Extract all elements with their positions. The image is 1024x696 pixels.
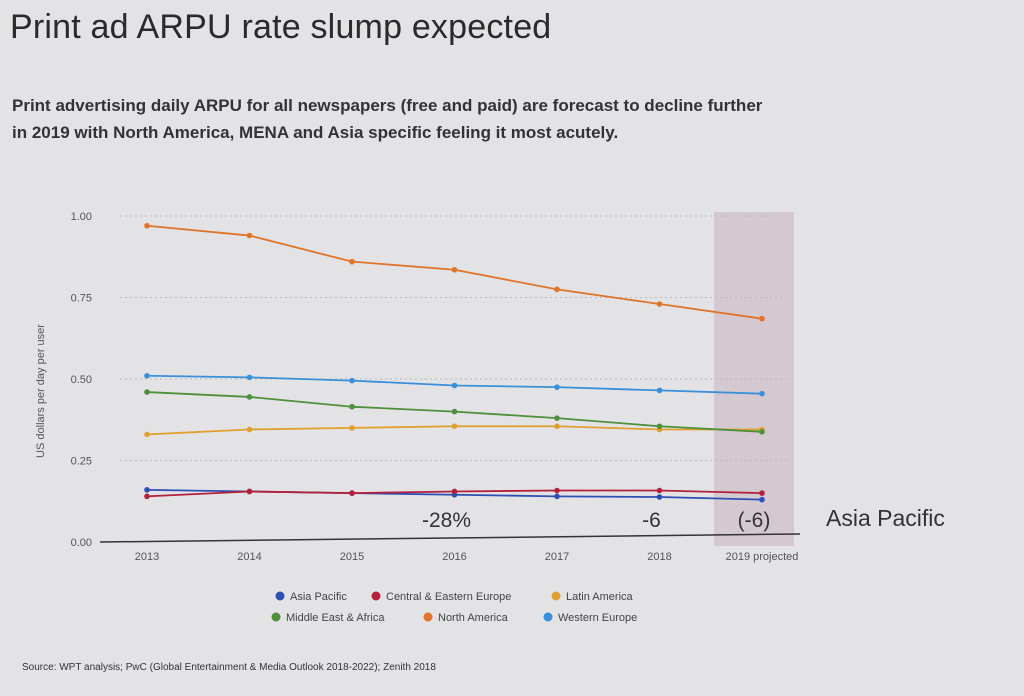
y-tick-label: 0.00 xyxy=(71,537,92,549)
source-note: Source: WPT analysis; PwC (Global Entert… xyxy=(22,662,436,673)
data-point xyxy=(759,390,765,397)
legend-marker xyxy=(371,591,381,601)
x-tick-label: 2019 projected xyxy=(726,551,799,563)
data-point xyxy=(656,423,663,430)
line-chart: 0.00 0.25 0.50 0.75 1.00 2013 2014 2015 2016 2017… xyxy=(35,211,945,624)
data-point xyxy=(656,487,663,494)
data-point xyxy=(349,425,355,431)
legend-label: Central & Eastern Europe xyxy=(386,591,511,603)
data-point xyxy=(554,493,560,500)
y-tick-label: 0.75 xyxy=(71,293,92,305)
data-point xyxy=(554,384,560,390)
data-point xyxy=(144,372,150,379)
data-point xyxy=(246,374,253,381)
data-point xyxy=(349,490,355,496)
data-point xyxy=(246,394,253,400)
data-point xyxy=(451,382,458,389)
data-point xyxy=(554,415,560,421)
legend-label: Western Europe xyxy=(558,612,637,624)
data-point xyxy=(144,493,150,500)
y-axis-label: US dollars per day per user xyxy=(35,324,47,458)
data-point xyxy=(759,429,765,435)
annotation-label: -6 xyxy=(642,509,661,532)
legend-marker xyxy=(423,612,433,622)
legend-label: North America xyxy=(438,612,509,624)
data-point xyxy=(246,232,253,239)
legend-label: Latin America xyxy=(566,591,634,603)
data-point xyxy=(246,488,253,495)
legend-marker xyxy=(543,612,553,622)
legend-label: Asia Pacific xyxy=(290,591,347,603)
data-point xyxy=(554,423,560,430)
data-point xyxy=(554,286,560,293)
slide-title: Print ad ARPU rate slump expected xyxy=(10,8,552,46)
data-point xyxy=(246,426,253,433)
legend-label: Middle East & Africa xyxy=(286,612,385,624)
data-point xyxy=(144,389,150,395)
legend-marker xyxy=(275,591,285,601)
data-point xyxy=(759,496,765,503)
data-point xyxy=(656,494,663,500)
slide-subtitle: Print advertising daily ARPU for all new… xyxy=(12,96,763,142)
x-tick-label: 2015 xyxy=(340,551,364,563)
data-point xyxy=(554,487,560,494)
data-point xyxy=(451,488,458,495)
data-point xyxy=(349,258,355,265)
data-point xyxy=(451,266,458,273)
data-point xyxy=(656,387,663,394)
annotation-label: -28% xyxy=(422,509,471,532)
data-point xyxy=(451,423,458,430)
legend-marker xyxy=(271,612,281,622)
x-tick-label: 2016 xyxy=(442,551,466,563)
data-point xyxy=(144,222,150,229)
annotation-label: (-6) xyxy=(738,509,771,532)
x-tick-label: 2014 xyxy=(237,551,261,563)
y-tick-label: 1.00 xyxy=(71,211,92,223)
data-point xyxy=(656,301,663,307)
y-tick-label: 0.50 xyxy=(71,374,92,386)
x-axis-line xyxy=(99,533,801,543)
data-point xyxy=(451,408,458,415)
data-point xyxy=(349,403,355,410)
data-point xyxy=(144,487,150,493)
data-point xyxy=(144,431,150,438)
x-tick-label: 2017 xyxy=(545,551,569,563)
y-tick-label: 0.25 xyxy=(71,456,92,468)
data-point xyxy=(759,490,765,496)
data-point xyxy=(759,315,765,322)
side-label: Asia Pacific xyxy=(826,505,945,531)
x-tick-label: 2018 xyxy=(647,551,671,563)
x-tick-label: 2013 xyxy=(135,551,159,563)
legend-marker xyxy=(551,591,561,601)
data-point xyxy=(349,377,355,384)
